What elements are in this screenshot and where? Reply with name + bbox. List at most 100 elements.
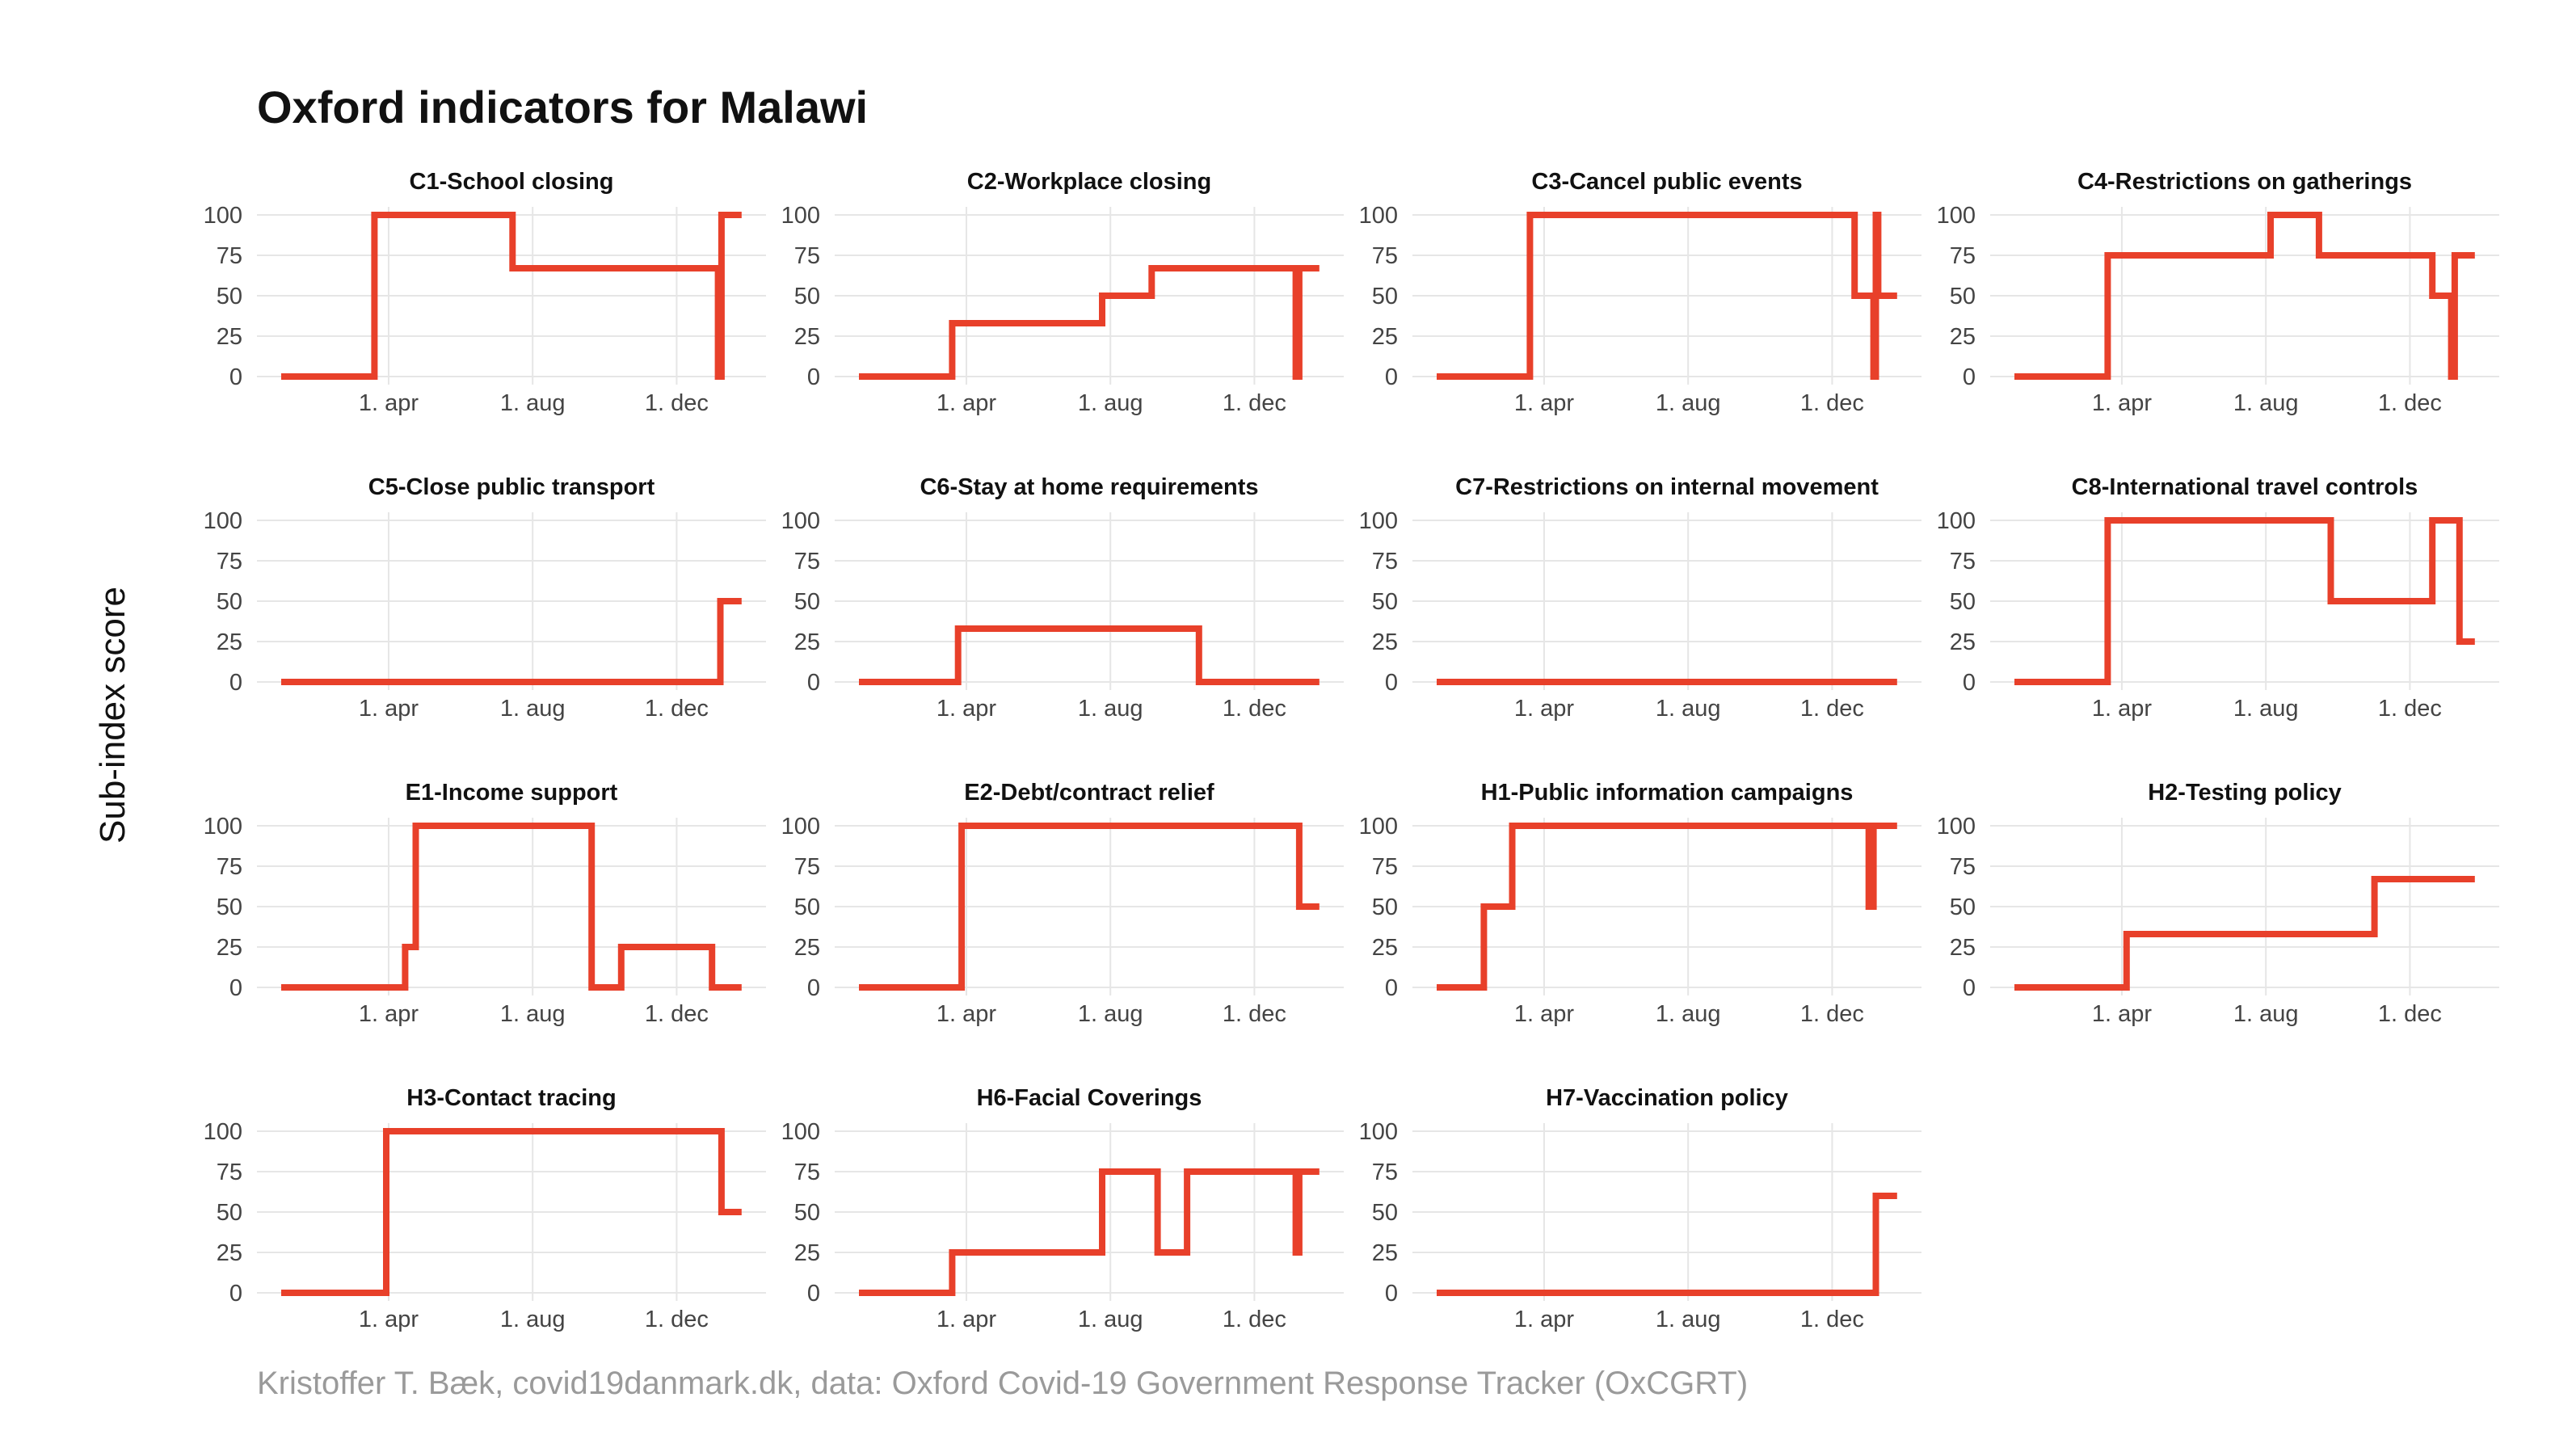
panel-title: C2-Workplace closing	[967, 169, 1211, 195]
panel-title: H2-Testing policy	[2148, 780, 2342, 806]
y-tick-label: 25	[1950, 935, 1976, 961]
x-tick-label: 1. aug	[1656, 1307, 1721, 1332]
x-tick-label: 1. dec	[1223, 1307, 1286, 1332]
y-tick-label: 50	[217, 589, 242, 615]
y-tick-label: 50	[1950, 284, 1976, 309]
y-tick-label: 100	[204, 814, 242, 840]
series-line	[281, 598, 742, 685]
y-tick-label: 100	[781, 508, 820, 534]
y-tick-label: 25	[1372, 935, 1398, 961]
x-tick-label: 1. aug	[1656, 390, 1721, 416]
y-tick-label: 25	[794, 1240, 820, 1266]
x-tick-label: 1. aug	[1078, 696, 1143, 722]
y-tick-label: 100	[781, 1119, 820, 1145]
series-line	[2014, 517, 2475, 685]
y-tick-label: 50	[1372, 894, 1398, 920]
x-tick-label: 1. dec	[1800, 1001, 1864, 1027]
y-tick-label: 25	[794, 629, 820, 655]
x-tick-label: 1. apr	[937, 696, 996, 722]
y-tick-label: 100	[1937, 203, 1976, 229]
y-tick-label: 50	[1372, 589, 1398, 615]
y-tick-label: 25	[1372, 324, 1398, 350]
y-tick-label: 100	[1937, 508, 1976, 534]
panel: 0 25 50 75 100 1. apr 1. aug 1. dec C7-Restricti…	[1359, 474, 1921, 722]
x-tick-label: 1. apr	[937, 1001, 996, 1027]
y-tick-label: 0	[1385, 975, 1398, 1001]
panel: 0 25 50 75 100 1. apr 1. aug 1. dec C5-Close pub…	[204, 474, 766, 722]
panel: 0 25 50 75 100 1. apr 1. aug 1. dec C1-School cl…	[204, 169, 766, 416]
y-tick-label: 75	[794, 549, 820, 575]
x-tick-label: 1. dec	[1223, 696, 1286, 722]
series-line	[281, 212, 742, 380]
x-tick-label: 1. dec	[1800, 1307, 1864, 1332]
series-line	[859, 265, 1320, 380]
series-line	[281, 1128, 742, 1296]
y-tick-label: 50	[794, 1200, 820, 1226]
y-tick-label: 25	[1372, 1240, 1398, 1266]
y-tick-label: 100	[1937, 814, 1976, 840]
panel-title: C8-International travel controls	[2072, 474, 2418, 500]
x-tick-label: 1. aug	[2233, 1001, 2299, 1027]
y-tick-label: 0	[1963, 364, 1976, 390]
x-tick-label: 1. aug	[500, 390, 566, 416]
panel: 0 25 50 75 100 1. apr 1. aug 1. dec C6-Stay at h…	[781, 474, 1344, 722]
x-tick-label: 1. aug	[500, 1001, 566, 1027]
x-tick-label: 1. aug	[1078, 1001, 1143, 1027]
panel-title: H7-Vaccination policy	[1546, 1085, 1788, 1111]
panel: 0 25 50 75 100 1. apr 1. aug 1. dec C8-Internati…	[1937, 474, 2499, 722]
y-tick-label: 50	[217, 1200, 242, 1226]
y-tick-label: 25	[217, 324, 242, 350]
y-tick-label: 100	[1359, 508, 1398, 534]
y-tick-label: 50	[1372, 1200, 1398, 1226]
y-tick-label: 50	[1950, 894, 1976, 920]
y-tick-label: 75	[217, 854, 242, 880]
x-tick-label: 1. aug	[1078, 390, 1143, 416]
y-tick-label: 100	[1359, 814, 1398, 840]
y-tick-label: 0	[229, 975, 242, 1001]
y-tick-label: 100	[1359, 1119, 1398, 1145]
y-tick-label: 75	[794, 243, 820, 269]
panel-title: C1-School closing	[410, 169, 614, 195]
x-tick-label: 1. apr	[1514, 1001, 1574, 1027]
y-tick-label: 100	[1359, 203, 1398, 229]
x-tick-label: 1. apr	[1514, 390, 1574, 416]
y-tick-label: 50	[1372, 284, 1398, 309]
series-line	[859, 823, 1320, 991]
y-tick-label: 25	[1372, 629, 1398, 655]
series-line	[281, 823, 742, 991]
x-tick-label: 1. aug	[1656, 696, 1721, 722]
y-tick-label: 0	[229, 670, 242, 696]
x-tick-label: 1. apr	[359, 1001, 419, 1027]
panel-title: C7-Restrictions on internal movement	[1455, 474, 1879, 500]
y-tick-label: 100	[781, 814, 820, 840]
panel: 0 25 50 75 100 1. apr 1. aug 1. dec C4-Restricti…	[1937, 169, 2499, 416]
y-tick-label: 25	[794, 324, 820, 350]
y-tick-label: 100	[781, 203, 820, 229]
panel-title: C3-Cancel public events	[1531, 169, 1802, 195]
series-line	[1437, 212, 1897, 380]
y-tick-label: 0	[807, 975, 820, 1001]
y-tick-label: 25	[1950, 324, 1976, 350]
y-tick-label: 25	[217, 629, 242, 655]
y-tick-label: 0	[229, 1281, 242, 1307]
x-tick-label: 1. aug	[1656, 1001, 1721, 1027]
y-tick-label: 25	[794, 935, 820, 961]
series-line	[859, 625, 1320, 685]
y-tick-label: 25	[217, 1240, 242, 1266]
x-tick-label: 1. aug	[1078, 1307, 1143, 1332]
panel: 0 25 50 75 100 1. apr 1. aug 1. dec H3-Contact t…	[204, 1085, 766, 1332]
y-tick-label: 75	[217, 549, 242, 575]
panel-title: C4-Restrictions on gatherings	[2077, 169, 2412, 195]
x-tick-label: 1. aug	[500, 696, 566, 722]
y-tick-label: 75	[1950, 243, 1976, 269]
panel-title: E2-Debt/contract relief	[964, 780, 1214, 806]
x-tick-label: 1. apr	[359, 1307, 419, 1332]
panel-title: H3-Contact tracing	[406, 1085, 616, 1111]
y-tick-label: 25	[1950, 629, 1976, 655]
y-tick-label: 50	[1950, 589, 1976, 615]
x-tick-label: 1. apr	[1514, 696, 1574, 722]
y-tick-label: 0	[807, 1281, 820, 1307]
series-line	[1437, 1193, 1897, 1296]
y-tick-label: 25	[217, 935, 242, 961]
